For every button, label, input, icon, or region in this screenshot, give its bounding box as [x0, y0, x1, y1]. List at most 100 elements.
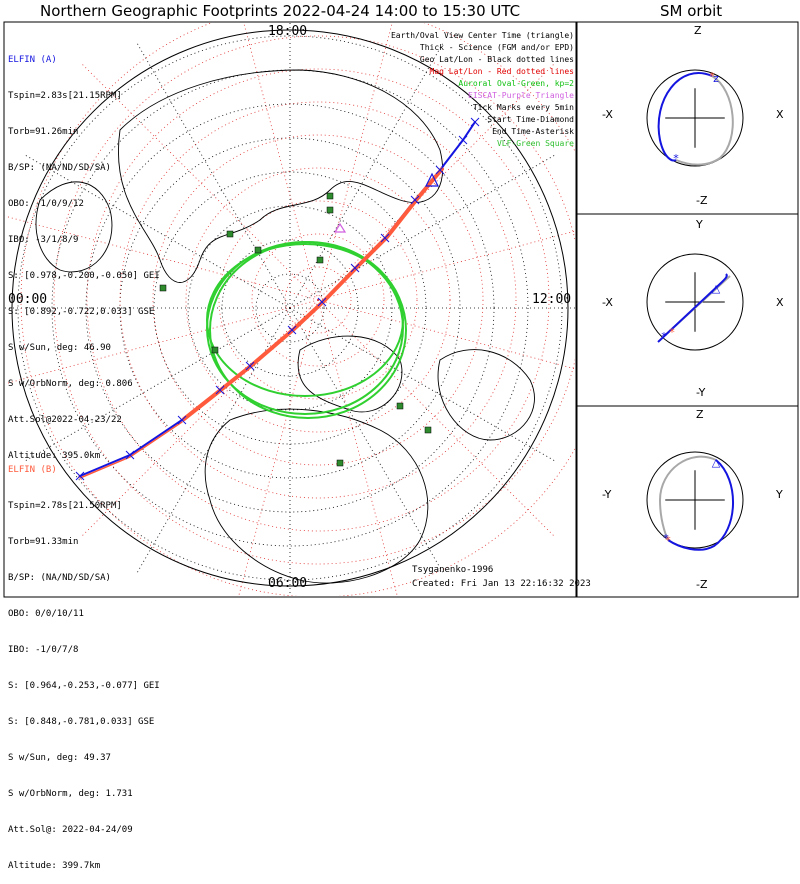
elfin-a-line: B/SP: (NA/ND/SD/SA): [8, 163, 111, 173]
earth-circle: [646, 451, 744, 549]
legend-entry: Start Time-Diamond: [487, 115, 574, 124]
geo-latitude-circle: [187, 205, 393, 411]
auroral-oval-mid: [206, 241, 404, 415]
plot-title: Northern Geographic Footprints 2022-04-2…: [40, 2, 521, 20]
mag-latitude-circle: [251, 233, 385, 367]
vlf-station-square: [316, 256, 324, 264]
elfin-b-line: Altitude: 399.7km: [8, 861, 101, 871]
sm3-bottom-label: -Z: [696, 578, 708, 591]
vlf-station-square: [424, 426, 432, 434]
track-tick-mark: [410, 195, 420, 205]
elfin-b-line: S: [0.964,-0.253,-0.077] GEI: [8, 681, 160, 691]
elfin-a-line: Altitude: 395.0km: [8, 451, 101, 461]
eiscat-triangle: [333, 222, 347, 233]
elfin-b-line: OBO: 0/0/10/11: [8, 609, 84, 619]
legend-entry: Tick Marks every 5min: [472, 103, 574, 112]
track-tick-mark: [470, 117, 480, 127]
continent-europe: [35, 181, 113, 273]
legend: Earth/Oval View Center Time (triangle) Th…: [391, 30, 574, 150]
earth-circle: [646, 253, 744, 351]
geo-meridian: [136, 307, 291, 574]
map-frame: [3, 21, 577, 598]
mag-meridian: [317, 299, 575, 370]
sm-orbit-marker: z: [713, 72, 719, 85]
geo-meridian: [289, 154, 556, 309]
sm3-top-label: Z: [696, 408, 704, 421]
track-tick-mark: [458, 135, 468, 145]
sm2-right-label: X: [776, 296, 784, 309]
sm2-bottom-label: -Y: [696, 386, 706, 399]
legend-entry: Mag Lat/Lon - Red dotted lines: [429, 67, 575, 76]
sm2-left-label: -X: [602, 296, 613, 309]
legend-entry: Auroral Oval-Green, kp=2: [458, 79, 574, 88]
elfin-a-line: Att.Sol@2022-04-23/22: [8, 415, 122, 425]
mag-latitude-circle: [284, 266, 352, 334]
sm-orbit-marker: *: [709, 70, 715, 83]
mag-latitude-circle: [152, 134, 484, 466]
clock-label-right: 12:00: [532, 292, 572, 307]
sm-orbit-elfin-a: [667, 459, 734, 551]
sm1-bottom-label: -Z: [696, 194, 708, 207]
elfin-b-track: [79, 421, 183, 479]
track-tick-mark: [380, 233, 390, 243]
created-label: Created: Fri Jan 13 22:16:32 2023: [412, 579, 591, 589]
elfin-b-line: Att.Sol@: 2022-04-24/09: [8, 825, 133, 835]
continent-canada-east: [437, 349, 535, 441]
mag-meridian: [317, 299, 398, 596]
geo-meridian: [289, 307, 444, 574]
legend-entry: Thick - Science (FGM and/or EPD): [419, 43, 574, 52]
vlf-station-square: [211, 346, 219, 354]
elfin-a-line: OBO: -1/0/9/12: [8, 199, 84, 209]
elfin-a-line: IBO: -3/1/8/9: [8, 235, 79, 245]
sm2-top-label: Y: [696, 218, 703, 231]
elfin-b-line: S: [0.848,-0.781,0.033] GSE: [8, 717, 155, 727]
legend-entry: Earth/Oval View Center Time (triangle): [390, 31, 574, 40]
sm-orbit-marker: *: [663, 532, 669, 545]
elfin-a-line: S: [0.892,-0.722,0.033] GSE: [8, 307, 155, 317]
horizon-circle: [11, 29, 569, 587]
elfin-b-line: Torb=91.33min: [8, 537, 79, 547]
continent-north-america: [204, 408, 429, 584]
mag-latitude-circle: [20, 23, 575, 596]
sm-orbit-title: SM orbit: [660, 2, 723, 20]
track-tick-mark: [350, 263, 360, 273]
sm-frame: [576, 21, 799, 598]
mag-latitude-circle: [119, 101, 517, 499]
track-tick-mark: [435, 165, 445, 175]
elfin-b-name: ELFIN (B): [8, 465, 57, 475]
track-tick-mark: [125, 450, 135, 460]
sm-orbit-gray: [658, 455, 717, 541]
geo-meridian: [24, 154, 291, 309]
geo-meridian: [289, 307, 556, 462]
track-tick-mark: [177, 415, 187, 425]
sm-orbit-marker: *: [661, 330, 667, 343]
mag-latitude-circle: [86, 68, 550, 532]
elfin-b-line: S w/Sun, deg: 49.37: [8, 753, 111, 763]
mag-latitude-circle: [218, 200, 418, 400]
sm1-top-label: Z: [694, 24, 702, 37]
elfin-a-line: Tspin=2.83s[21.15RPM]: [8, 91, 122, 101]
elfin-a-info: ELFIN (A) Tspin=2.83s[21.15RPM] Torb=91.…: [8, 30, 160, 474]
geo-meridian: [136, 42, 291, 309]
sm-panel-1: **z: [646, 69, 744, 167]
sm3-right-label: Y: [776, 488, 783, 501]
track-tick-mark: [215, 385, 225, 395]
sm3-left-label: -Y: [602, 488, 612, 501]
vlf-station-square: [226, 230, 234, 238]
sm-orbit-marker: △: [712, 456, 721, 469]
view-center-triangle: [425, 172, 439, 187]
clock-label-left: 00:00: [8, 292, 48, 307]
continent-greenland: [297, 335, 403, 413]
geo-latitude-circle: [119, 137, 461, 479]
vlf-station-square: [326, 206, 334, 214]
sm-orbit-marker: *: [665, 534, 671, 547]
elfin-a-name: ELFIN (A): [8, 55, 57, 65]
sm-orbit-marker: *: [669, 326, 675, 339]
sm-panel-3: △**: [646, 451, 744, 551]
mag-meridian: [317, 299, 555, 537]
auroral-oval-outer: [209, 241, 407, 419]
vlf-station-square: [254, 246, 262, 254]
sm1-right-label: X: [776, 108, 784, 121]
legend-entry: Geo Lat/Lon - Black dotted lines: [419, 55, 574, 64]
mag-latitude-circle: [185, 167, 451, 433]
